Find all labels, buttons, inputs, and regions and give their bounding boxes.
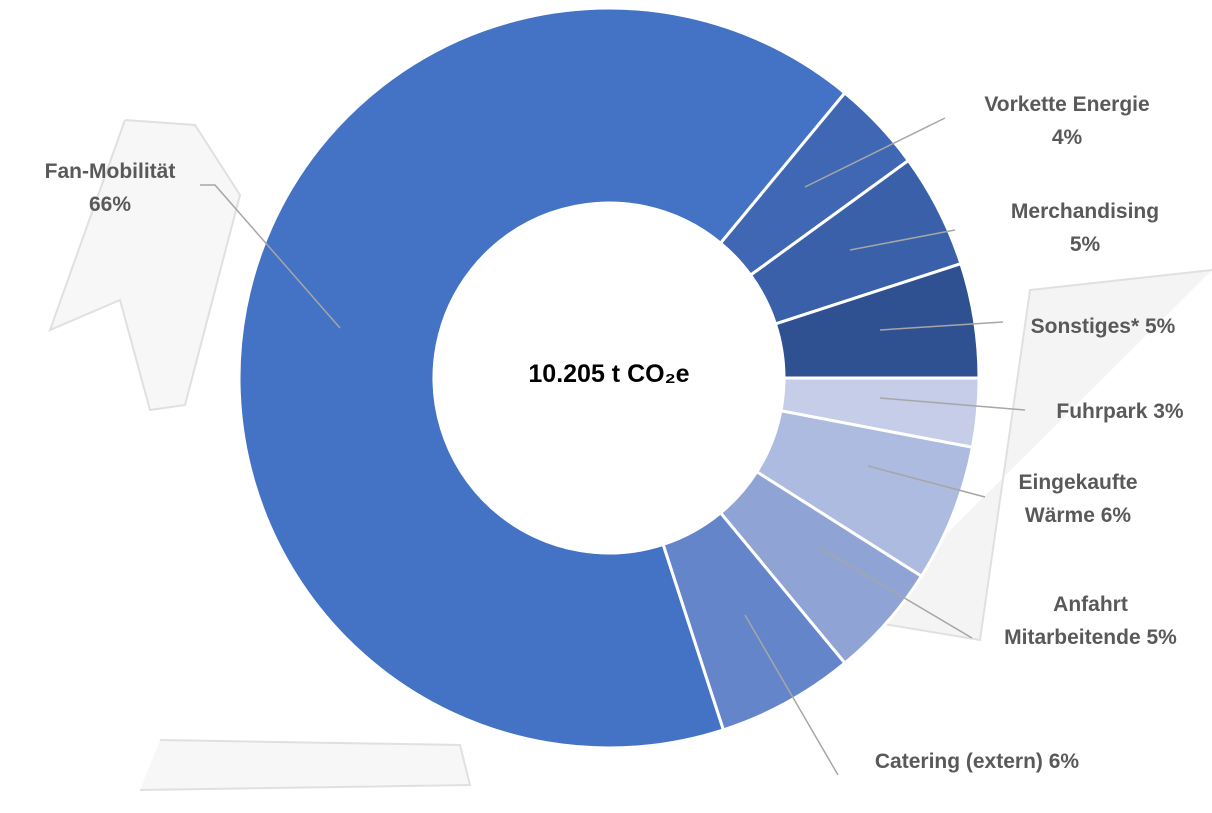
category-label: Fan-Mobilität — [44, 160, 176, 183]
data-label: Vorkette Energie 4% — [967, 88, 1167, 154]
center-label: 10.205 t CO₂e — [528, 360, 690, 388]
leader-line — [849, 229, 956, 251]
data-label: Fan-Mobilität 66% — [30, 155, 190, 221]
value-label: 5% — [1145, 315, 1176, 338]
leader-line — [819, 547, 973, 639]
background-shapes — [48, 119, 1212, 791]
category-label: Sonstiges* — [1030, 315, 1140, 338]
category-label: Eingekaufte Wärme — [1018, 471, 1138, 527]
category-label: Catering (extern) — [874, 750, 1043, 773]
value-label: 5% — [1146, 626, 1177, 649]
value-label: 66% — [88, 193, 132, 216]
leader-line — [200, 184, 341, 329]
category-label: Vorkette Energie — [984, 93, 1150, 116]
value-label: 3% — [1153, 400, 1184, 423]
data-label: Merchandising 5% — [1000, 195, 1170, 261]
value-label: 6% — [1048, 750, 1080, 773]
value-label: 6% — [1100, 504, 1132, 527]
category-label: Merchandising — [1010, 200, 1160, 223]
data-label: Fuhrpark 3% — [1020, 395, 1212, 428]
category-label: Anfahrt Mitarbeitende — [1004, 593, 1141, 649]
category-label: Fuhrpark — [1056, 400, 1148, 423]
data-label: Sonstiges* 5% — [993, 310, 1212, 343]
value-label: 5% — [1069, 233, 1101, 256]
donut-segment — [237, 6, 847, 750]
data-label: Catering (extern) 6% — [867, 745, 1087, 778]
data-label: Eingekaufte Wärme 6% — [993, 466, 1163, 532]
value-label: 4% — [1051, 126, 1083, 149]
leader-line — [879, 397, 1026, 411]
leader-line — [804, 117, 946, 188]
leader-line — [879, 321, 1004, 331]
leader-line — [867, 465, 986, 498]
leader-line — [744, 614, 839, 776]
donut-segment — [773, 261, 981, 380]
data-label: Anfahrt Mitarbeitende 5% — [1003, 588, 1178, 654]
